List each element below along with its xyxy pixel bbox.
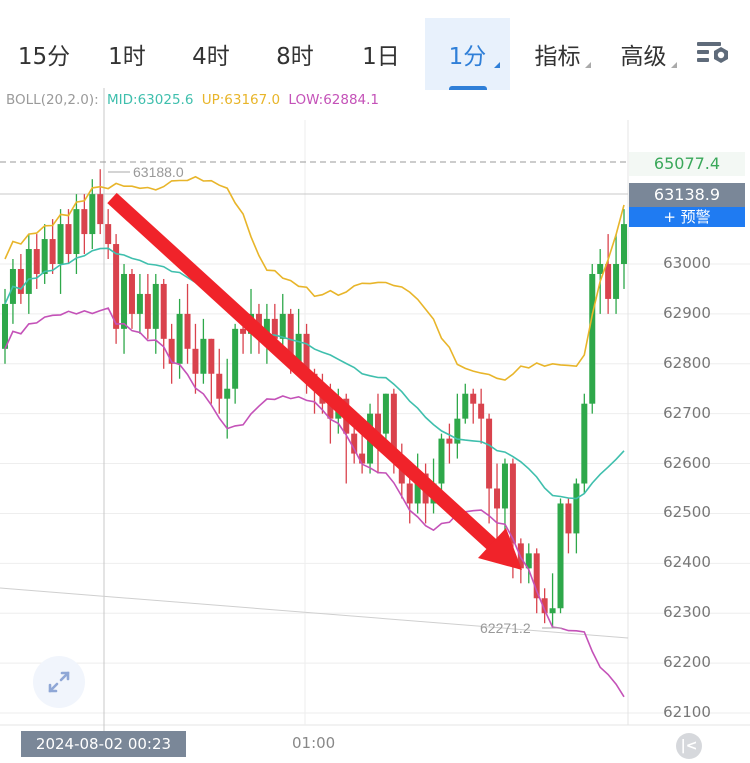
price-tick-label: 62200	[663, 653, 711, 672]
price-tick-label: 63000	[663, 254, 711, 272]
tab-label: 1分	[448, 44, 487, 70]
high-price-marker: 63188.0	[133, 164, 184, 180]
tab-label: 高级	[620, 44, 667, 70]
timeframe-tab-3[interactable]: 8时	[264, 18, 326, 90]
tab-label: 8时	[276, 44, 314, 70]
boll-up: UP:63167.0	[201, 92, 281, 108]
low-price-marker: 62271.2	[480, 620, 531, 636]
price-tick-label: 62600	[663, 453, 711, 472]
price-tick-label: 62300	[663, 603, 711, 622]
tab-label: 4时	[192, 44, 230, 70]
tab-label: 15分	[17, 44, 71, 70]
timeframe-tab-2[interactable]: 4时	[180, 18, 242, 90]
boll-mid: MID:63025.6	[107, 92, 194, 108]
expand-arrows-icon	[48, 671, 70, 693]
boll-name: BOLL(20,2.0):	[6, 92, 99, 108]
timeframe-tab-5[interactable]: 1分	[425, 18, 510, 90]
timeframe-tab-4[interactable]: 1日	[350, 18, 412, 90]
active-tab-indicator	[448, 86, 487, 90]
jump-left-icon: |<	[680, 738, 698, 754]
price-tick-label: 62500	[663, 503, 711, 522]
current-price-label: 63138.9	[629, 183, 745, 207]
tab-label: 1日	[362, 44, 400, 70]
price-tick-label: 62100	[663, 703, 711, 721]
crosshair-time-label: 2024-08-02 00:23	[21, 731, 186, 757]
price-tick-label: 62400	[663, 553, 711, 572]
timeframe-tab-1[interactable]: 1时	[96, 18, 158, 90]
timeframe-tab-7[interactable]: 高级	[606, 18, 681, 90]
boll-low: LOW:62884.1	[288, 92, 380, 108]
top-price-label: 65077.4	[629, 152, 745, 176]
chart-settings-icon	[697, 42, 728, 63]
tab-label: 1时	[108, 44, 146, 70]
timeframe-toolbar: 15分 1时 4时 8时 1日 1分 指标 高级	[0, 0, 750, 90]
chart-settings-button[interactable]	[694, 38, 734, 70]
price-tick-label: 62800	[663, 353, 711, 372]
add-alert-button[interactable]: + 预警	[629, 207, 745, 227]
timeframe-tab-6[interactable]: 指标	[520, 18, 595, 90]
boll-indicator-legend[interactable]: BOLL(20,2.0): MID:63025.6 UP:63167.0 LOW…	[6, 92, 383, 108]
dropdown-caret-icon	[585, 62, 591, 68]
time-tick-label: 01:00	[292, 734, 336, 752]
tab-label: 指标	[534, 44, 581, 70]
scroll-to-latest-button[interactable]: |<	[676, 733, 702, 759]
dropdown-caret-icon	[494, 62, 500, 68]
price-tick-label: 62700	[663, 403, 711, 422]
fullscreen-button[interactable]	[33, 656, 85, 708]
price-tick-label: 62900	[663, 303, 711, 322]
timeframe-tab-0[interactable]: 15分	[10, 18, 78, 90]
dropdown-caret-icon	[671, 62, 677, 68]
